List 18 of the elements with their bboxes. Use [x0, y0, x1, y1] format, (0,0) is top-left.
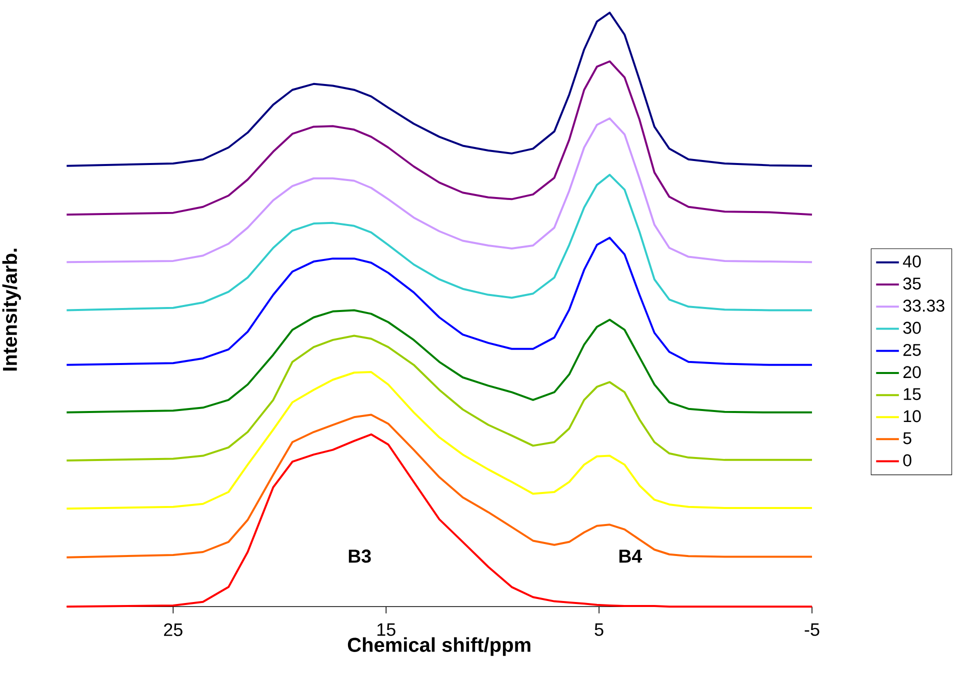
x-tick-label: 15 — [377, 623, 396, 636]
legend-label: 25 — [903, 344, 921, 356]
x-axis-title: Chemical shift/ppm — [348, 637, 530, 656]
legend-label: 20 — [903, 366, 921, 378]
x-tick-label: 25 — [164, 623, 182, 636]
legend-label: 35 — [903, 278, 921, 290]
x-tick-label: -5 — [804, 623, 820, 636]
y-axis-title: Intensity/arb. — [2, 248, 21, 371]
legend-label: 0 — [903, 454, 912, 466]
x-tick-label: 5 — [594, 623, 604, 636]
legend-label: 10 — [904, 410, 921, 422]
legend-label: 5 — [903, 432, 912, 444]
legend-label: 40 — [902, 255, 921, 268]
annotation: B3 — [348, 550, 371, 563]
legend-label: 15 — [904, 388, 921, 400]
legend-label: 33.33 — [903, 300, 944, 312]
legend-label: 30 — [903, 322, 921, 334]
annotation: B4 — [619, 550, 642, 563]
